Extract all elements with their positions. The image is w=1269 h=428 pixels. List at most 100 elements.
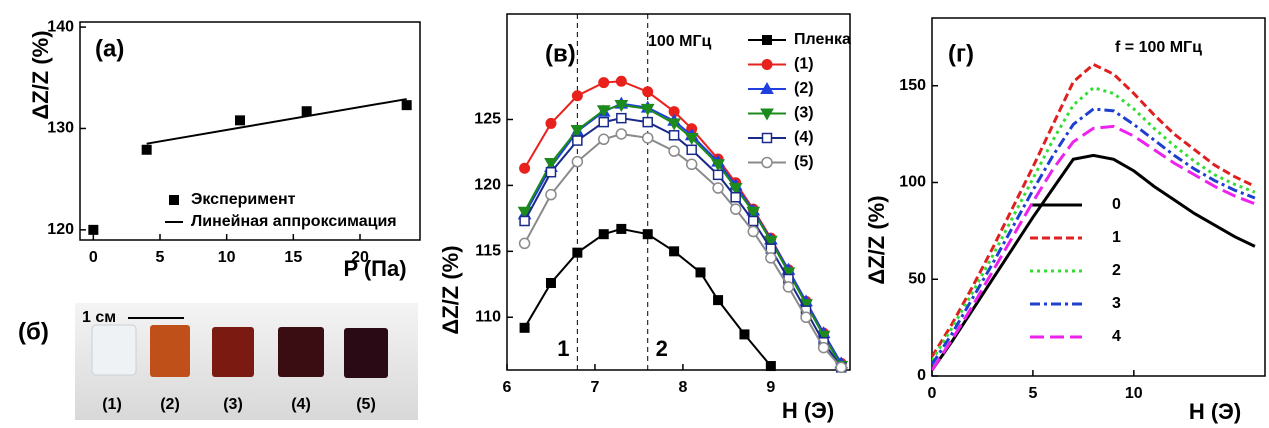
marker: [686, 144, 697, 156]
x-tick-label: 10: [1125, 385, 1143, 402]
x-tick-label: 6: [503, 379, 512, 396]
marker: [571, 155, 584, 168]
series-line: [932, 124, 1256, 372]
marker: [782, 281, 795, 293]
marker: [598, 229, 609, 240]
y-axis-label: ΔZ/Z (%): [28, 30, 53, 119]
marker: [572, 247, 583, 258]
legend-marker: [760, 108, 774, 121]
y-tick-label: 120: [474, 177, 501, 194]
legend-label: 3: [1112, 295, 1121, 312]
x-axis-label: H (Э): [782, 398, 834, 423]
marker: [642, 229, 653, 240]
marker: [746, 206, 761, 219]
sample-label: (1): [102, 396, 122, 413]
series-line: [932, 153, 1256, 372]
x-tick-label: 10: [218, 249, 236, 266]
marker: [544, 157, 558, 171]
legend-label: 1: [1112, 229, 1121, 246]
y-axis-label: ΔZ/Z (%): [864, 195, 889, 284]
legend-marker: [761, 59, 773, 70]
reference-label: 2: [656, 336, 668, 361]
x-tick-label: 0: [928, 385, 937, 402]
marker: [765, 252, 777, 264]
panel-label: (г): [948, 40, 974, 67]
legend-label: (2): [794, 80, 814, 97]
series-line: [932, 85, 1256, 362]
marker: [517, 206, 532, 219]
marker: [695, 267, 706, 278]
scale-label: 1 см: [82, 309, 116, 326]
legend-marker: [762, 35, 772, 45]
x-axis-label: P (Па): [343, 256, 406, 281]
marker: [640, 103, 655, 116]
series-line: [523, 102, 843, 364]
legend-marker: [760, 81, 774, 94]
marker: [763, 235, 778, 248]
chart: 6 7 8 9 110 115 120 125 H (Э) ΔZ/Z (%) (в) 100 МГц 1…: [438, 13, 851, 423]
y-tick-label: 150: [899, 77, 926, 94]
marker: [141, 144, 152, 155]
marker: [88, 224, 99, 235]
marker: [713, 295, 724, 306]
y-axis-label: ΔZ/Z (%): [438, 245, 463, 334]
series-line: [523, 80, 843, 364]
y-tick-label: 115: [475, 243, 501, 260]
x-tick-label: 8: [678, 379, 687, 396]
marker: [800, 311, 812, 324]
marker: [545, 188, 557, 201]
marker: [596, 105, 611, 118]
marker: [598, 77, 610, 89]
plot-frame: [79, 21, 421, 241]
x-tick-label: 20: [351, 249, 369, 266]
sample-label: (2): [160, 396, 180, 413]
plot-frame: [931, 17, 1266, 377]
series-line: [523, 132, 842, 369]
x-tick-label: 0: [89, 249, 98, 266]
legend-label: (3): [794, 105, 814, 122]
sample: [212, 327, 254, 377]
marker: [545, 277, 556, 288]
marker: [615, 128, 628, 140]
marker: [642, 86, 654, 98]
sample-label: (4): [291, 396, 311, 413]
annotation: 100 МГц: [648, 33, 712, 50]
legend-label: Эксперимент: [191, 191, 296, 208]
sample-label: (3): [223, 396, 243, 413]
legend-label: (5): [794, 154, 814, 171]
marker: [301, 106, 312, 117]
marker: [598, 116, 609, 128]
marker: [519, 162, 531, 174]
marker: [518, 237, 531, 250]
sample: [91, 324, 137, 376]
marker: [614, 99, 629, 112]
marker: [545, 166, 557, 178]
marker: [730, 192, 741, 203]
y-tick-label: 100: [899, 174, 926, 191]
marker: [668, 130, 680, 141]
x-tick-label: 9: [766, 379, 775, 396]
legend-label: 2: [1112, 262, 1121, 279]
marker: [615, 75, 627, 87]
marker: [739, 329, 750, 340]
marker: [545, 117, 557, 129]
legend-label: 0: [1112, 196, 1121, 213]
reference-label: 1: [557, 336, 569, 361]
panel-label: (а): [95, 35, 124, 62]
sample-label: (5): [356, 396, 376, 413]
marker: [747, 225, 760, 238]
legend-marker: [761, 132, 773, 144]
y-tick-label: 110: [475, 308, 501, 325]
marker: [835, 361, 847, 374]
y-tick-label: 140: [47, 18, 74, 35]
x-tick-label: 5: [1028, 385, 1037, 402]
legend-marker: [169, 195, 179, 205]
marker: [711, 159, 725, 172]
photo-panel: (б) 1 см (1) (2) (3) (4) (5): [18, 303, 418, 420]
marker: [684, 132, 699, 145]
marker: [572, 135, 583, 146]
x-tick-label: 15: [284, 249, 302, 266]
marker: [712, 169, 724, 181]
x-axis-label: H (Э): [1189, 399, 1241, 424]
